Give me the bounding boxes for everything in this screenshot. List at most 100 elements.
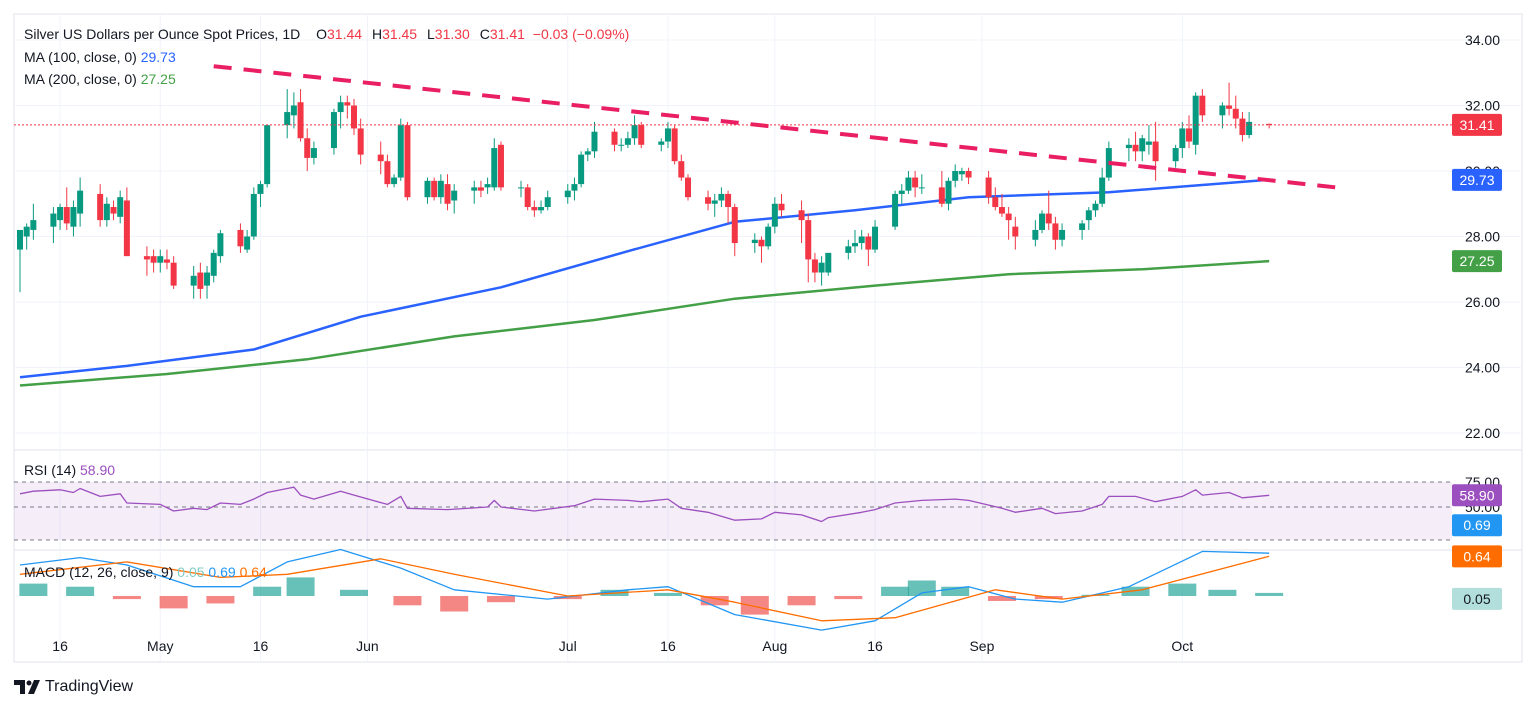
- candle-body: [611, 131, 618, 145]
- candle-body: [538, 207, 545, 211]
- tradingview-logo[interactable]: TradingView: [14, 678, 133, 696]
- candle-body: [892, 193, 899, 227]
- candle: [705, 190, 712, 211]
- candle-body: [571, 184, 578, 191]
- candle: [624, 131, 631, 149]
- candle-body: [1172, 148, 1179, 162]
- candle: [471, 180, 478, 204]
- candle-body: [1079, 223, 1086, 230]
- candle: [297, 89, 304, 142]
- price-tick-label: 26.00: [1465, 294, 1500, 310]
- candle: [210, 249, 217, 283]
- candle: [284, 89, 291, 139]
- time-tick-label: Aug: [762, 638, 787, 654]
- candle-body: [150, 256, 157, 263]
- candle-body: [985, 177, 992, 198]
- candle-body: [471, 187, 478, 191]
- candle: [671, 125, 678, 165]
- candle: [751, 233, 758, 253]
- candle-body: [671, 128, 678, 162]
- candle: [1179, 121, 1186, 158]
- candle: [1239, 112, 1246, 142]
- candle: [264, 125, 271, 188]
- macd-signal-line: [19, 555, 1270, 622]
- candle: [250, 187, 257, 240]
- candle: [858, 229, 865, 250]
- candle: [1132, 131, 1139, 162]
- macd-hist-tag: 0.05: [1463, 591, 1490, 607]
- candle: [57, 203, 64, 230]
- candle-body: [444, 184, 451, 204]
- candle-body: [50, 213, 57, 227]
- candle: [905, 171, 912, 194]
- candle-body: [1132, 144, 1139, 152]
- candle: [170, 256, 177, 289]
- candle-body: [845, 246, 852, 253]
- macd-histogram-bar: [253, 586, 282, 596]
- candle-body: [818, 262, 825, 273]
- candle-body: [992, 197, 999, 208]
- candle-body: [297, 102, 304, 139]
- candle-body: [123, 200, 130, 257]
- low-value: 31.30: [434, 26, 470, 42]
- candle: [1219, 102, 1226, 129]
- candle-body: [190, 275, 197, 286]
- macd-histogram-bar: [834, 596, 863, 600]
- candle: [1172, 144, 1179, 168]
- candle: [237, 223, 244, 253]
- candle-body: [731, 207, 738, 244]
- candle-body: [1199, 95, 1206, 116]
- candle-body: [117, 197, 124, 217]
- candle: [17, 229, 23, 293]
- candle-body: [264, 125, 271, 185]
- candle: [725, 190, 732, 224]
- candle-body: [157, 256, 164, 263]
- candle: [892, 190, 899, 230]
- candle: [77, 177, 84, 227]
- candle: [244, 229, 251, 253]
- macd-histogram-bar: [66, 586, 95, 596]
- candle-body: [477, 187, 484, 191]
- macd-hist-tag-bg: [1452, 587, 1502, 610]
- candle-body: [811, 259, 818, 273]
- candle-body: [805, 220, 812, 260]
- candle: [912, 171, 919, 198]
- macd-histogram-bar: [112, 596, 141, 600]
- candle: [391, 174, 398, 188]
- candle-body: [638, 125, 645, 145]
- open-value: 31.44: [327, 26, 363, 42]
- candle-body: [825, 252, 832, 273]
- candle-body: [391, 177, 398, 185]
- candle: [63, 187, 70, 230]
- high-value: 31.45: [382, 26, 418, 42]
- candle-body: [1032, 229, 1039, 240]
- macd-histogram-bar: [340, 589, 368, 596]
- close-label: C: [479, 26, 490, 42]
- candle-body: [584, 151, 591, 155]
- candle-body: [958, 171, 965, 175]
- candle-body: [384, 161, 391, 185]
- candle: [872, 220, 879, 253]
- rsi-value: 58.90: [80, 462, 116, 478]
- candle-body: [778, 203, 785, 211]
- candle: [778, 193, 785, 217]
- candle: [451, 184, 458, 214]
- candle: [1032, 220, 1039, 247]
- candle-body: [678, 161, 685, 178]
- macd-histogram-bar: [987, 596, 1016, 601]
- candle-body: [518, 187, 524, 189]
- last-price-tag-bg: [1452, 113, 1502, 136]
- candle-body: [664, 128, 671, 142]
- candle-body: [344, 102, 351, 106]
- rsi-band: [14, 482, 1452, 540]
- candle: [337, 95, 344, 129]
- candle: [564, 184, 571, 204]
- ma100-tag: 29.73: [1459, 172, 1494, 188]
- candle: [811, 252, 818, 283]
- candle-body: [1232, 108, 1239, 119]
- candle-body: [918, 187, 925, 189]
- chart-frame: [13, 13, 1523, 663]
- ma200-legend: MA (200, close, 0) 27.25: [24, 71, 176, 87]
- candle: [731, 203, 738, 257]
